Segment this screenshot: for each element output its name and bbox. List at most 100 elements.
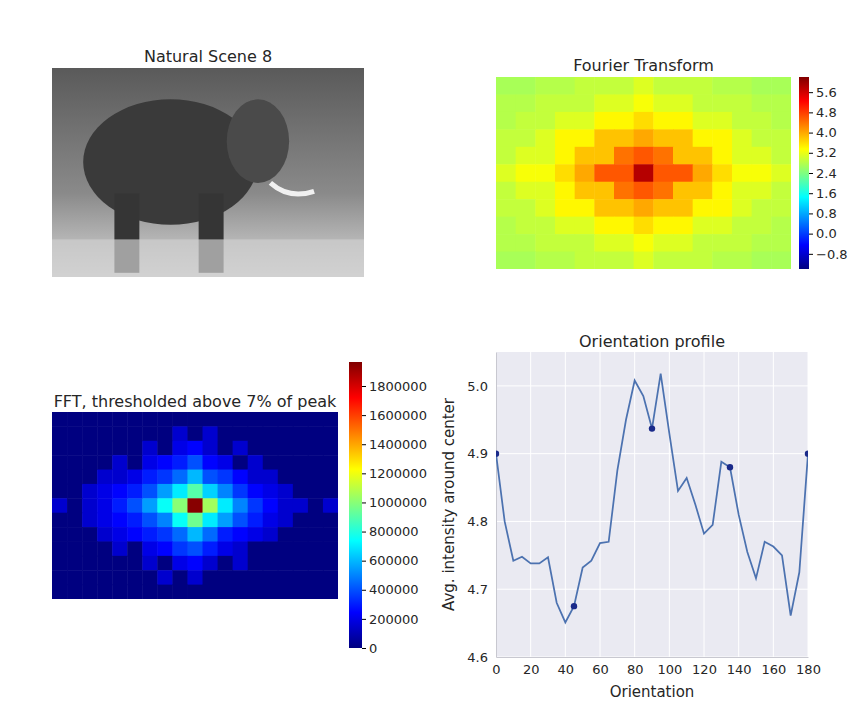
heatmap-cell: [248, 527, 264, 542]
heatmap-cell: [82, 412, 98, 427]
heatmap-cell: [555, 77, 575, 95]
tick-label: 200000: [369, 612, 419, 627]
tick-label: 5.0: [467, 379, 488, 394]
heatmap-cell: [263, 470, 279, 485]
heatmap-cell: [157, 541, 173, 556]
heatmap-cell: [575, 129, 595, 147]
tick: 1000000: [362, 495, 427, 510]
tick-label: 1.6: [816, 186, 837, 201]
axis-line: [810, 78, 814, 270]
colorbar-axis: −0.80.00.81.62.43.24.04.85.6: [809, 78, 848, 270]
heatmap-cell: [112, 470, 128, 485]
heatmap-cell: [323, 484, 338, 499]
heatmap-cell: [67, 470, 83, 485]
heatmap-cell: [157, 455, 173, 470]
heatmap-cell: [653, 77, 673, 95]
heatmap-cell: [693, 129, 713, 147]
heatmap-cell: [248, 556, 264, 571]
heatmap-cell: [127, 412, 143, 427]
heatmap-cell: [771, 182, 791, 200]
heatmap-cell: [82, 585, 98, 599]
heatmap-cell: [203, 484, 219, 499]
heatmap-cell: [594, 182, 614, 200]
chart-title: Orientation profile: [579, 332, 725, 351]
heatmap-cell: [323, 513, 338, 528]
tick: 120: [692, 657, 717, 677]
line: [496, 374, 808, 623]
heatmap-cell: [187, 470, 203, 485]
heatmap-cell: [634, 147, 654, 165]
heatmap-cell: [614, 94, 634, 112]
heatmap-cell: [127, 498, 143, 513]
heatmap-cell: [575, 112, 595, 130]
tick: 0: [362, 641, 377, 656]
heatmap-cell: [142, 455, 158, 470]
heatmap-cell: [67, 513, 83, 528]
heatmap-cell: [248, 412, 264, 427]
tick-label: 60: [592, 662, 609, 677]
heatmap-cell: [673, 112, 693, 130]
heatmap-cell: [187, 585, 203, 599]
tick-label: 0.8: [816, 206, 837, 221]
heatmap-cell: [233, 556, 249, 571]
heatmap-cell: [516, 234, 536, 252]
heatmap-cell: [308, 455, 324, 470]
axis-line: [497, 657, 809, 658]
heatmap-cell: [142, 513, 158, 528]
heatmap-cell: [142, 498, 158, 513]
tick-mark: [809, 213, 813, 214]
tick: 1600000: [362, 408, 427, 423]
heatmap-cell: [142, 527, 158, 542]
heatmap-cell: [52, 556, 68, 571]
tick: 40: [558, 657, 575, 677]
tick-label: 0: [369, 641, 377, 656]
heatmap-cell: [535, 234, 555, 252]
heatmap-cell: [712, 94, 732, 112]
heatmap-cell: [614, 164, 634, 182]
heatmap-cell: [496, 112, 516, 130]
heatmap-cell: [203, 426, 219, 441]
heatmap-cell: [323, 412, 338, 427]
heatmap-cell: [653, 234, 673, 252]
tick-label: 120: [692, 662, 717, 677]
heatmap-cell: [67, 527, 83, 542]
heatmap-cell: [535, 147, 555, 165]
heatmap-cell: [653, 164, 673, 182]
heatmap-cell: [712, 199, 732, 217]
heatmap-cell: [187, 570, 203, 585]
heatmap-cell: [52, 541, 68, 556]
heatmap-cell: [248, 541, 264, 556]
heatmap-cell: [712, 147, 732, 165]
heatmap-cell: [308, 470, 324, 485]
heatmap-cell: [673, 77, 693, 95]
heatmap-cell: [293, 470, 309, 485]
heatmap-cell: [293, 498, 309, 513]
heatmap-cell: [67, 412, 83, 427]
heatmap-cell: [308, 426, 324, 441]
heatmap-cell: [52, 513, 68, 528]
heatmap-cell: [218, 541, 234, 556]
heatmap-cell: [233, 470, 249, 485]
heatmap-cell: [82, 556, 98, 571]
heatmap-cell: [308, 441, 324, 456]
heatmap-cell: [218, 585, 234, 599]
heatmap-cell: [653, 112, 673, 130]
heatmap-cell: [127, 585, 143, 599]
heatmap-cell: [594, 147, 614, 165]
heatmap-cell: [263, 585, 279, 599]
heatmap-cell: [752, 234, 772, 252]
point: [649, 425, 655, 431]
heatmap-cell: [172, 426, 188, 441]
heatmap-cell: [82, 441, 98, 456]
heatmap-cell: [634, 234, 654, 252]
heatmap-cell: [496, 234, 516, 252]
heatmap-cell: [278, 455, 294, 470]
tick-label: 4.9: [467, 446, 488, 461]
heatmap-cell: [323, 585, 338, 599]
heatmap-cell: [263, 426, 279, 441]
heatmap-cell: [278, 498, 294, 513]
heatmap-cell: [67, 556, 83, 571]
heatmap-cell: [127, 570, 143, 585]
heatmap-cell: [172, 484, 188, 499]
tick-label: 20: [523, 662, 540, 677]
